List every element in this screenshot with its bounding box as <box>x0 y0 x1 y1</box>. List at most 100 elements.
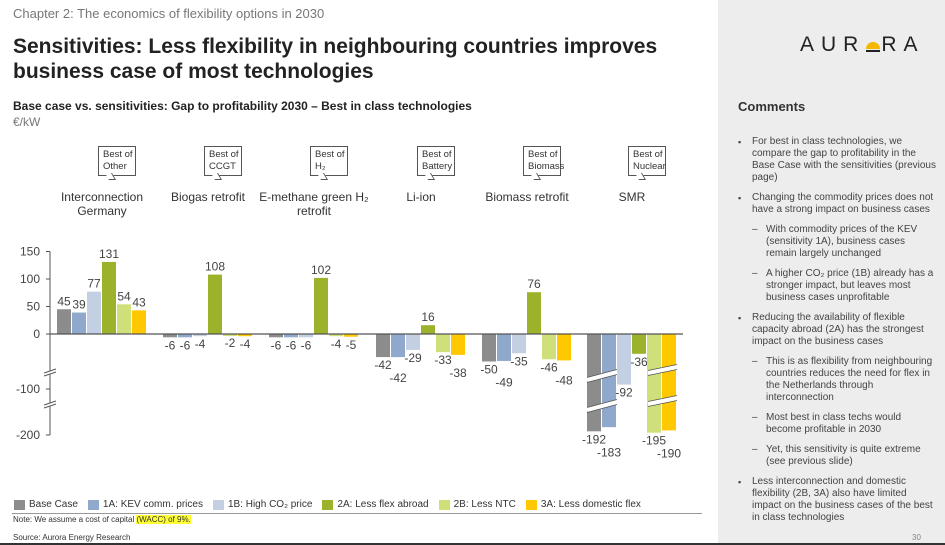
data-label: -29 <box>404 351 422 365</box>
bar <box>376 334 390 358</box>
bar <box>436 334 450 353</box>
data-label: -92 <box>615 386 633 400</box>
comment-sub-bullet: Yet, this sensitivity is quite extreme (… <box>738 444 938 468</box>
comment-bullet: Changing the commodity prices does not h… <box>738 192 938 216</box>
bar <box>647 334 661 433</box>
comments-title: Comments <box>738 99 806 114</box>
bar-break-mark <box>647 400 678 407</box>
technology-label: Biomass retrofit <box>485 190 569 204</box>
data-label: -195 <box>642 434 666 448</box>
y-tick-label: 0 <box>33 327 40 341</box>
legend-swatch <box>525 499 537 510</box>
data-label: -6 <box>301 338 312 352</box>
legend-item: 2B: Less NTC <box>438 499 516 510</box>
data-label: -5 <box>346 338 357 352</box>
best-of-callout: Best of Biomass <box>523 146 564 176</box>
data-label: 102 <box>311 263 331 277</box>
bar <box>72 312 86 334</box>
aurora-logo: AUR RA <box>800 33 925 57</box>
data-label: -48 <box>555 373 573 387</box>
data-label: -2 <box>225 336 236 350</box>
comment-bullet: Reducing the availability of flexible ca… <box>738 312 938 348</box>
bar <box>542 334 556 360</box>
legend-label: Base Case <box>29 499 78 510</box>
sun-icon <box>865 37 881 53</box>
bar <box>132 310 146 334</box>
data-label: -6 <box>286 338 297 352</box>
legend-label: 2A: Less flex abroad <box>337 499 429 510</box>
bar <box>482 334 496 362</box>
y-tick-label: -100 <box>16 382 40 396</box>
bar-break-gap <box>647 364 678 376</box>
data-label: -42 <box>374 358 392 372</box>
bar <box>223 334 237 336</box>
y-tick-label: 100 <box>20 272 40 286</box>
bar <box>117 304 131 334</box>
data-label: 45 <box>57 294 71 308</box>
data-label: -183 <box>597 445 621 459</box>
bar <box>497 334 511 361</box>
bar-break-gap <box>586 369 618 383</box>
bar <box>662 334 676 431</box>
best-of-callout: Best of H₂ <box>310 146 348 176</box>
bar-break-mark <box>586 374 618 383</box>
data-label: -36 <box>630 355 648 369</box>
axis-break-mark <box>43 400 57 406</box>
bar <box>269 334 283 338</box>
bar <box>617 334 631 385</box>
bar <box>299 334 313 338</box>
data-label: -192 <box>582 432 606 446</box>
axis-break-gap <box>43 400 57 409</box>
source: Source: Aurora Energy Research <box>13 533 131 542</box>
technology-label: Biogas retrofit <box>170 190 246 204</box>
bar <box>163 334 177 338</box>
comment-sub-bullet: Most best in class techs would become pr… <box>738 412 938 436</box>
bar <box>102 261 116 334</box>
bar <box>557 334 571 361</box>
bar-break-mark <box>647 395 678 402</box>
bar <box>527 292 541 334</box>
bar <box>406 334 420 350</box>
y-tick-label: 150 <box>20 245 40 259</box>
data-label: -38 <box>449 366 467 380</box>
axis-break-gap <box>43 368 57 377</box>
comment-sub-bullet: This is as flexibility from neighbouring… <box>738 356 938 404</box>
chapter-label: Chapter 2: The economics of flexibility … <box>13 6 325 21</box>
page-title: Sensitivities: Less flexibility in neigh… <box>13 35 658 83</box>
legend-item: 3A: Less domestic flex <box>525 499 641 510</box>
bar-break-gap <box>586 399 618 413</box>
axis-break-mark <box>43 368 57 374</box>
data-label: 131 <box>99 247 119 261</box>
bar-break-mark <box>647 369 678 376</box>
logo-text-right: RA <box>881 33 925 56</box>
bar <box>238 334 252 337</box>
legend-swatch <box>212 499 224 510</box>
data-label: -33 <box>434 353 452 367</box>
best-of-callout: Best of Battery <box>417 146 455 176</box>
data-label: 43 <box>132 295 146 309</box>
data-label: -35 <box>510 354 528 368</box>
bar <box>451 334 465 355</box>
note-text: Note: We assume a cost of capital <box>13 515 137 524</box>
chart-legend: Base Case 1A: KEV comm. prices 1B: High CO… <box>14 499 641 510</box>
axis-break-mark <box>43 403 57 409</box>
data-label: -49 <box>495 376 513 390</box>
technology-label: SMR <box>618 190 646 204</box>
technology-label: Li-ion <box>406 190 436 204</box>
logo-text-left: AUR <box>800 33 866 56</box>
data-label: 76 <box>527 277 541 291</box>
legend-swatch <box>14 499 25 510</box>
note-highlight: (WACC) of 9%. <box>136 515 191 524</box>
legend-label: 1A: KEV comm. prices <box>102 499 203 510</box>
unit-label: €/kW <box>13 115 41 129</box>
technology-label: E-methane green H₂ retrofit <box>259 190 369 218</box>
note: Note: We assume a cost of capital (WACC)… <box>13 515 191 524</box>
bar <box>329 334 343 337</box>
data-label: -4 <box>240 337 251 351</box>
bar-break-mark <box>586 369 618 378</box>
best-of-callout: Best of Other <box>98 146 136 176</box>
best-of-callout: Best of CCGT <box>204 146 242 176</box>
data-label: -4 <box>331 337 342 351</box>
legend-swatch <box>322 499 334 510</box>
